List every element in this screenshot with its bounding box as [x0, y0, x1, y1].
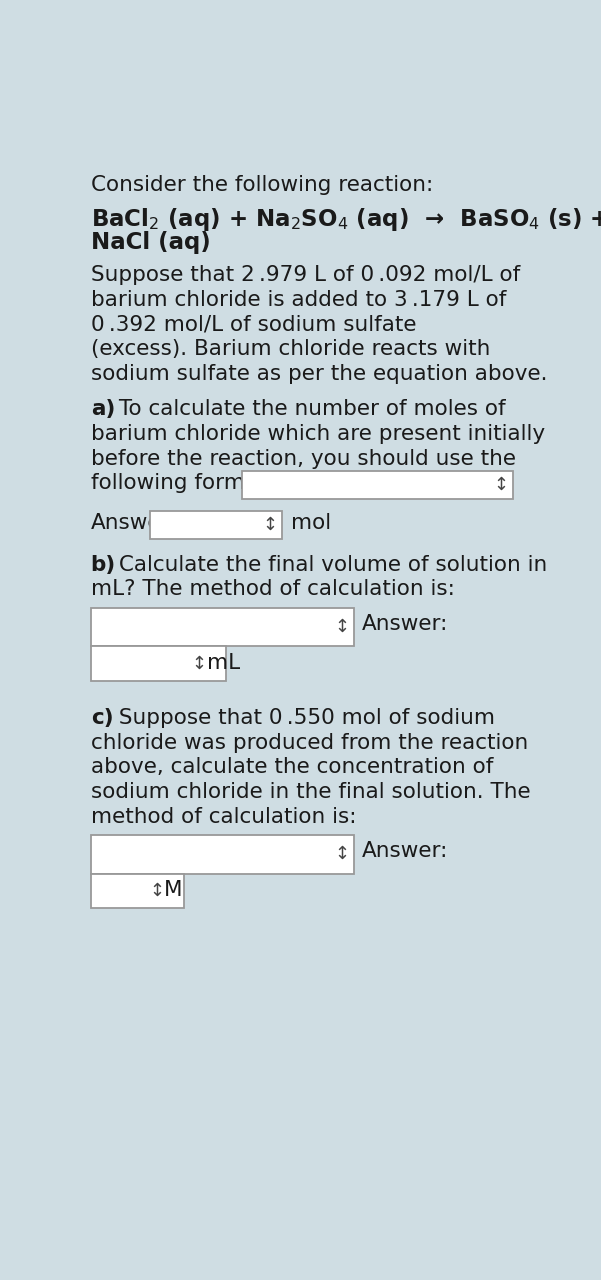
FancyBboxPatch shape [91, 646, 226, 681]
Text: a): a) [91, 399, 115, 420]
Text: following formula:: following formula: [91, 474, 284, 493]
Text: barium chloride which are present initially: barium chloride which are present initia… [91, 424, 545, 444]
Text: chloride was produced from the reaction: chloride was produced from the reaction [91, 732, 528, 753]
Text: mL: mL [207, 653, 240, 672]
FancyBboxPatch shape [150, 511, 282, 539]
Text: ↕: ↕ [493, 476, 508, 494]
FancyBboxPatch shape [91, 873, 184, 909]
Text: ↕: ↕ [334, 845, 349, 863]
Text: (excess). Barium chloride reacts with: (excess). Barium chloride reacts with [91, 339, 490, 360]
Text: method of calculation is:: method of calculation is: [91, 806, 356, 827]
Text: mL? The method of calculation is:: mL? The method of calculation is: [91, 580, 454, 599]
Text: barium chloride is added to 3 .179 L of: barium chloride is added to 3 .179 L of [91, 289, 506, 310]
Text: M: M [164, 879, 183, 900]
Text: NaCl (aq): NaCl (aq) [91, 230, 210, 253]
FancyBboxPatch shape [242, 471, 513, 498]
Text: ↕: ↕ [334, 618, 349, 636]
Text: To calculate the number of moles of: To calculate the number of moles of [112, 399, 505, 420]
Text: above, calculate the concentration of: above, calculate the concentration of [91, 758, 493, 777]
FancyBboxPatch shape [91, 608, 354, 646]
Text: Answer:: Answer: [362, 614, 448, 634]
Text: BaCl$_2$ (aq) + Na$_2$SO$_4$ (aq)  →  BaSO$_4$ (s) + 2: BaCl$_2$ (aq) + Na$_2$SO$_4$ (aq) → BaSO… [91, 206, 601, 233]
Text: b): b) [91, 554, 116, 575]
Text: ↕: ↕ [149, 882, 164, 900]
Text: Answer:: Answer: [91, 513, 177, 534]
Text: 0 .392 mol/L of sodium sulfate: 0 .392 mol/L of sodium sulfate [91, 315, 416, 334]
Text: sodium sulfate as per the equation above.: sodium sulfate as per the equation above… [91, 364, 547, 384]
Text: c): c) [91, 708, 113, 728]
Text: ↕: ↕ [192, 655, 207, 673]
Text: Calculate the final volume of solution in: Calculate the final volume of solution i… [112, 554, 547, 575]
Text: mol: mol [291, 513, 332, 534]
Text: Suppose that 2 .979 L of 0 .092 mol/L of: Suppose that 2 .979 L of 0 .092 mol/L of [91, 265, 520, 285]
FancyBboxPatch shape [91, 835, 354, 873]
Text: before the reaction, you should use the: before the reaction, you should use the [91, 448, 516, 468]
Text: sodium chloride in the final solution. The: sodium chloride in the final solution. T… [91, 782, 530, 801]
Text: ↕: ↕ [262, 516, 277, 534]
Text: Answer:: Answer: [362, 841, 448, 861]
Text: Consider the following reaction:: Consider the following reaction: [91, 175, 433, 195]
Text: Suppose that 0 .550 mol of sodium: Suppose that 0 .550 mol of sodium [112, 708, 495, 728]
